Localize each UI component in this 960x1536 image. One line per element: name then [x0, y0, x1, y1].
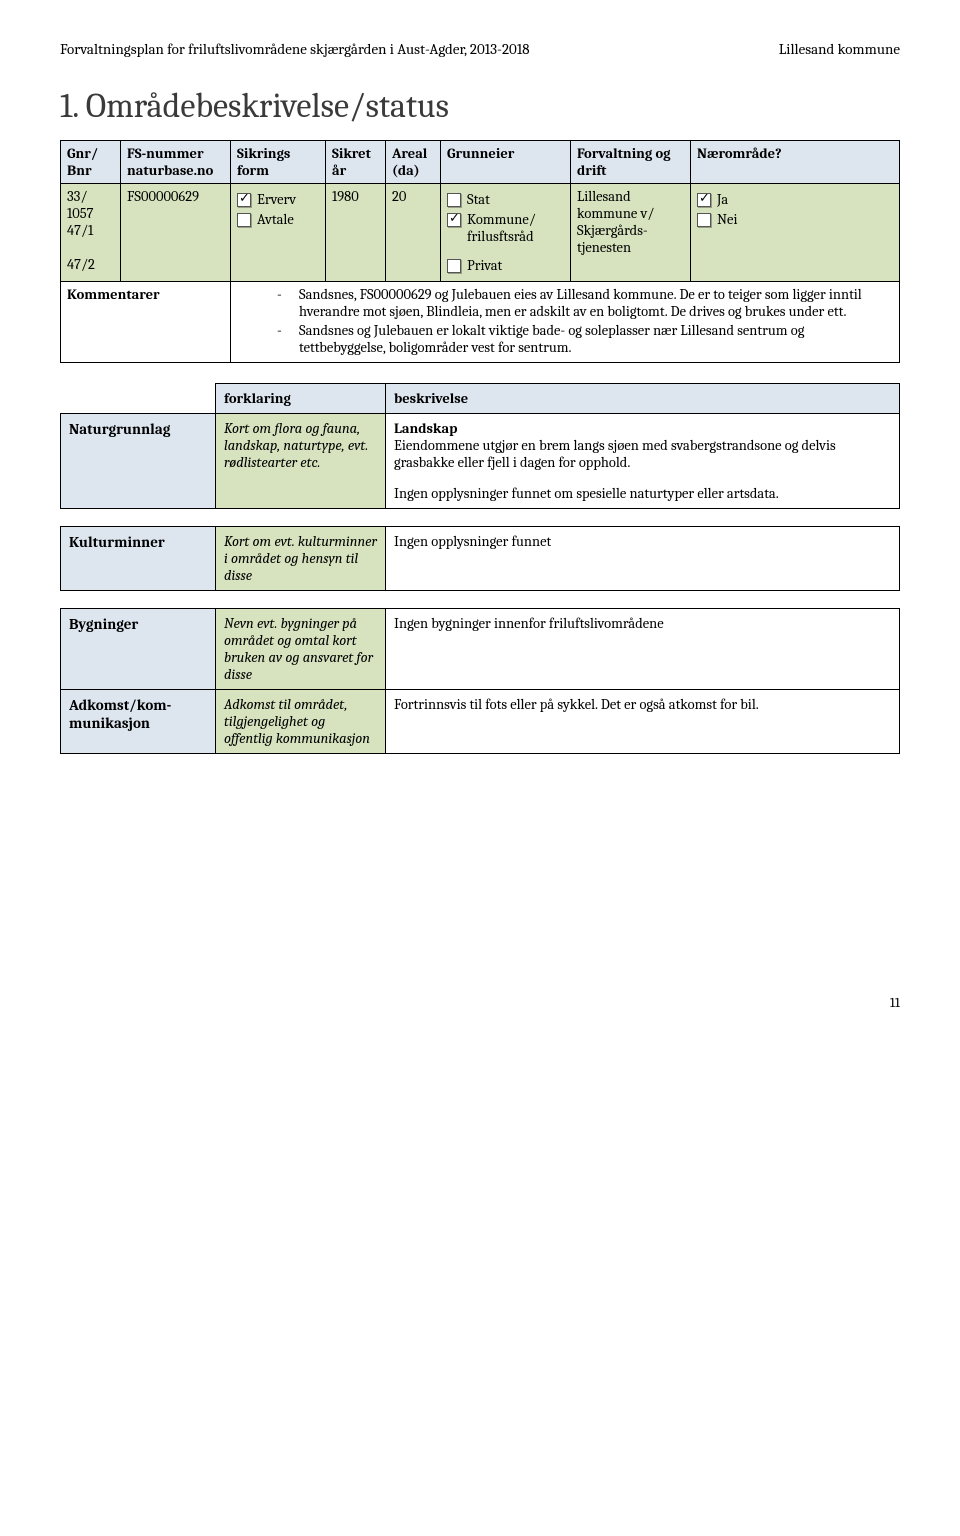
- cell-grunneier: Stat Kommune/ frilusftsråd Privat: [441, 184, 571, 282]
- row-kulturminner-label: Kulturminner: [61, 527, 216, 591]
- header-right: Lillesand kommune: [779, 40, 900, 58]
- th-sikringsform: Sikrings form: [231, 141, 326, 184]
- cell-naeromrade: Ja Nei: [691, 184, 900, 282]
- checkbox-nei[interactable]: [697, 213, 711, 227]
- row-naturgrunnlag-beskriv: LandskapEiendommene utgjør en brem langs…: [386, 414, 900, 509]
- th-beskrivelse: beskrivelse: [386, 384, 900, 414]
- checkbox-erverv[interactable]: [237, 193, 251, 207]
- page-header: Forvaltningsplan for friluftslivområdene…: [60, 40, 900, 58]
- cell-kommentarer-label: Kommentarer: [61, 282, 231, 363]
- row-bygninger-beskriv: Ingen bygninger innenfor friluftslivområ…: [386, 609, 900, 690]
- th-grunneier: Grunneier: [441, 141, 571, 184]
- cell-sikretar: 1980: [326, 184, 386, 282]
- th-sikretar: Sikret år: [326, 141, 386, 184]
- cell-kommentarer: Sandsnes, FS00000629 og Julebauen eies a…: [231, 282, 900, 363]
- row-naturgrunnlag-label: Naturgrunnlag: [61, 414, 216, 509]
- checkbox-stat[interactable]: [447, 193, 461, 207]
- row-kulturminner-beskriv: Ingen opplysninger funnet: [386, 527, 900, 591]
- th-areal: Areal (da): [386, 141, 441, 184]
- header-left: Forvaltningsplan for friluftslivområdene…: [60, 40, 530, 58]
- kommentar-1: Sandsnes, FS00000629 og Julebauen eies a…: [277, 286, 893, 320]
- th-forklaring: forklaring: [216, 384, 386, 414]
- th-fs: FS-nummer naturbase.no: [121, 141, 231, 184]
- cell-fs: FS00000629: [121, 184, 231, 282]
- th-gnr: Gnr/ Bnr: [61, 141, 121, 184]
- row-adkomst-label: Adkomst/kom-munikasjon: [61, 690, 216, 754]
- row-kulturminner-forklaring: Kort om evt. kulturminner i området og h…: [216, 527, 386, 591]
- cell-areal: 20: [386, 184, 441, 282]
- page-number: 11: [60, 994, 900, 1011]
- description-table: forklaring beskrivelse Naturgrunnlag Kor…: [60, 383, 900, 754]
- row-bygninger-label: Bygninger: [61, 609, 216, 690]
- row-naturgrunnlag-forklaring: Kort om flora og fauna, landskap, naturt…: [216, 414, 386, 509]
- cell-forvaltning: Lillesand kommune v/ Skjærgårds-tjeneste…: [571, 184, 691, 282]
- th-forvaltning: Forvaltning og drift: [571, 141, 691, 184]
- th-naeromrade: Nærområde?: [691, 141, 900, 184]
- cell-sikringsform: Erverv Avtale: [231, 184, 326, 282]
- row-adkomst-beskriv: Fortrinnsvis til fots eller på sykkel. D…: [386, 690, 900, 754]
- checkbox-ja[interactable]: [697, 193, 711, 207]
- checkbox-privat[interactable]: [447, 259, 461, 273]
- kommentar-2: Sandsnes og Julebauen er lokalt viktige …: [277, 322, 893, 356]
- page-title: 1. Områdebeskrivelse/status: [60, 86, 900, 126]
- row-adkomst-forklaring: Adkomst til området, tilgjengelighet og …: [216, 690, 386, 754]
- row-bygninger-forklaring: Nevn evt. bygninger på området og omtal …: [216, 609, 386, 690]
- status-table: Gnr/ Bnr FS-nummer naturbase.no Sikrings…: [60, 140, 900, 363]
- cell-gnr: 33/ 1057 47/1 47/2: [61, 184, 121, 282]
- checkbox-kommune[interactable]: [447, 213, 461, 227]
- checkbox-avtale[interactable]: [237, 213, 251, 227]
